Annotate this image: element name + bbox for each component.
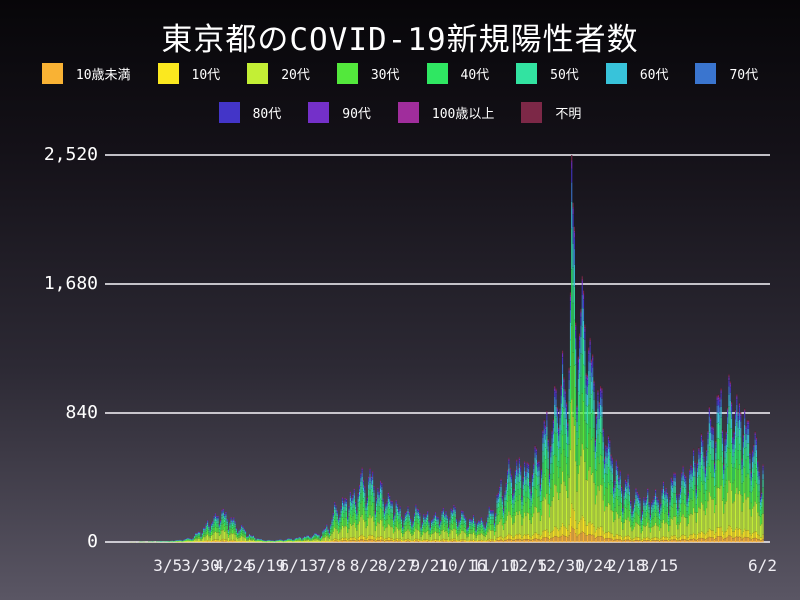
y-tick-label: 1,680: [43, 273, 98, 294]
x-tick-label: 3/5: [153, 556, 183, 575]
legend-label: 20代: [281, 68, 310, 83]
legend-swatch-icon: [605, 63, 627, 84]
legend-item: 40代: [426, 63, 490, 84]
legend-label: 70代: [729, 68, 759, 83]
legend-label: 50代: [550, 68, 579, 83]
legend-row-2: 80代 90代 100歳以上 不明: [0, 102, 800, 123]
x-tick-label: 6/13: [279, 556, 318, 575]
x-tick-label: 11/10: [471, 556, 520, 575]
legend-swatch-icon: [218, 102, 240, 123]
x-tick-label: 5/19: [246, 556, 286, 575]
legend-item: 50代: [516, 63, 579, 84]
x-tick-label: 12/5: [508, 556, 548, 575]
legend-label: 40代: [460, 68, 490, 83]
legend-swatch-icon: [247, 63, 269, 84]
x-tick-label: 6/2: [748, 556, 777, 575]
legend-item: 10歳未満: [41, 63, 131, 84]
legend-swatch-icon: [397, 102, 419, 123]
x-tick-label: 12/30: [536, 556, 585, 575]
legend-label: 10代: [191, 68, 221, 83]
legend-item: 70代: [695, 63, 758, 84]
x-tick-label: 7/8: [317, 556, 346, 575]
y-tick-label: 840: [65, 402, 98, 423]
legend-label: 90代: [342, 107, 371, 122]
x-tick-label: 1/24: [574, 556, 613, 575]
legend-label: 60代: [639, 68, 669, 83]
legend-swatch-icon: [695, 63, 717, 84]
legend-swatch-icon: [516, 63, 538, 84]
legend-item: 不明: [521, 102, 581, 123]
legend-label: 100歳以上: [431, 107, 495, 122]
legend-swatch-icon: [157, 63, 179, 84]
x-tick-label: 8/27: [377, 556, 417, 575]
legend-swatch-icon: [308, 102, 330, 123]
y-tick-label: 0: [87, 531, 98, 552]
y-tick-label: 2,520: [43, 144, 98, 165]
x-tick-label: 3/15: [639, 556, 679, 575]
legend-label: 10歳未満: [75, 68, 131, 83]
x-tick-label: 10/16: [438, 556, 487, 575]
legend-item: 10代: [157, 63, 221, 84]
legend-swatch-icon: [336, 63, 358, 84]
legend-swatch-icon: [41, 63, 63, 84]
legend-label: 30代: [370, 68, 400, 83]
x-tick-label: 3/30: [181, 556, 220, 575]
legend-item: 60代: [605, 63, 669, 84]
legend-item: 20代: [247, 63, 310, 84]
legend-label: 80代: [252, 107, 282, 122]
x-tick-label: 4/24: [213, 556, 253, 575]
legend-label: 不明: [555, 107, 582, 122]
legend-item: 100歳以上: [397, 102, 495, 123]
chart-title: 東京都のCOVID-19新規陽性者数: [161, 22, 639, 58]
x-tick-label: 8/2: [349, 556, 379, 575]
legend-row-1: 10歳未満 10代 20代 30代 40代 50代 60代 70代: [0, 63, 800, 84]
legend-item: 80代: [218, 102, 282, 123]
legend-item: 90代: [308, 102, 371, 123]
x-tick-label: 2/18: [606, 556, 646, 575]
legend-item: 30代: [336, 63, 400, 84]
x-tick-label: 9/21: [410, 556, 449, 575]
legend-swatch-icon: [426, 63, 448, 84]
legend-swatch-icon: [521, 102, 543, 123]
